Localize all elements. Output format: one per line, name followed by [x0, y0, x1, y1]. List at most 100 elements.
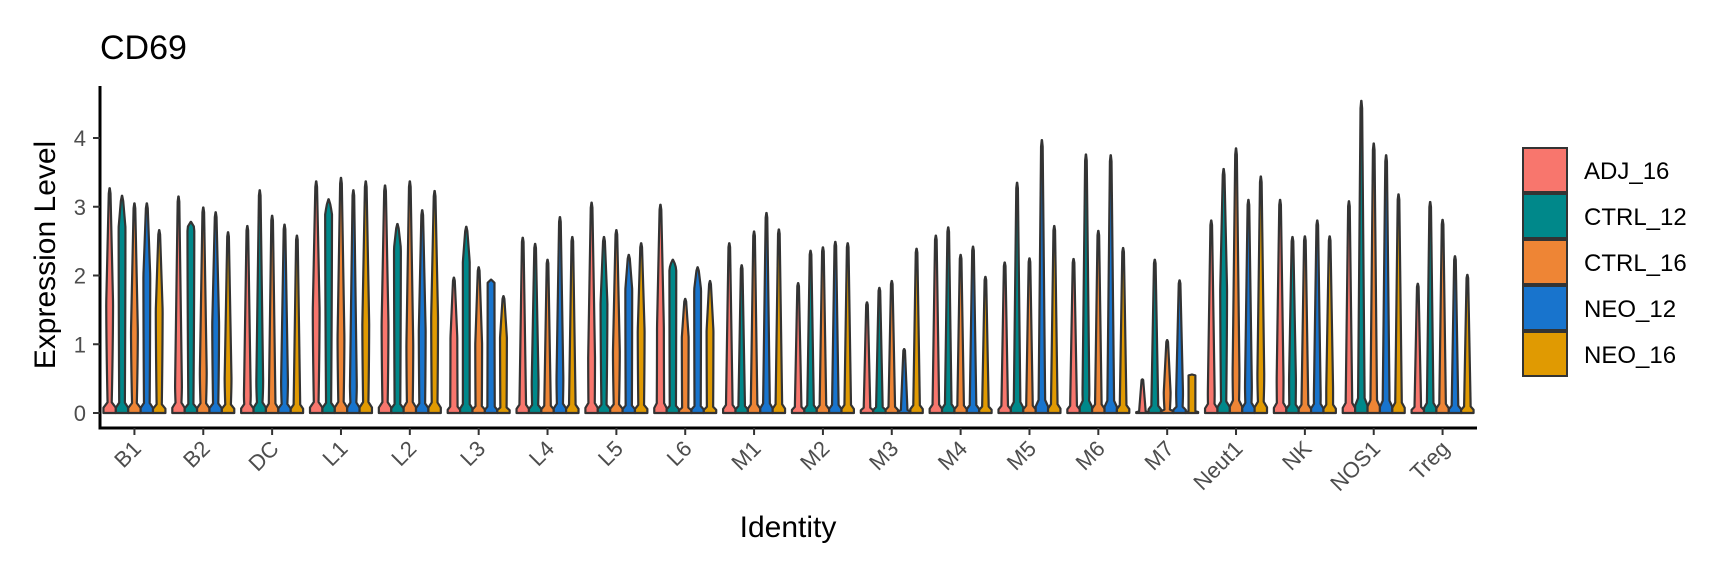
- violin-M5-CTRL_16: [1022, 257, 1037, 415]
- violin-M3-NEO_12: [896, 347, 912, 415]
- violin-NOS1-CTRL_16: [1366, 142, 1382, 415]
- violin-M4-CTRL_16: [953, 253, 968, 415]
- violin-L3-NEO_16: [496, 295, 511, 415]
- violin-L4-CTRL_16: [540, 258, 555, 415]
- violin-M5-ADJ_16: [997, 261, 1012, 415]
- violin-Treg-CTRL_16: [1435, 218, 1450, 415]
- x-tick-label: M1: [726, 436, 765, 475]
- x-tick-label: L4: [524, 436, 559, 471]
- x-tick-label: B2: [178, 436, 215, 473]
- legend-key-CTRL_16: [1522, 239, 1568, 285]
- violin-M1-NEO_12: [759, 211, 774, 415]
- violin-M4-ADJ_16: [928, 234, 944, 415]
- violin-M5-CTRL_12: [1009, 181, 1025, 415]
- violin-B1-NEO_12: [139, 202, 155, 415]
- violin-L2-CTRL_12: [390, 222, 405, 415]
- chart-title: CD69: [100, 29, 187, 67]
- violin-M4-NEO_16: [978, 275, 993, 415]
- legend-key-ADJ_16: [1522, 147, 1568, 193]
- x-tick-label: M5: [1002, 436, 1041, 475]
- y-tick-label: 3: [74, 195, 86, 220]
- violin-NK-NEO_12: [1309, 219, 1325, 415]
- violin-DC-ADJ_16: [240, 224, 255, 415]
- violin-DC-CTRL_12: [252, 189, 268, 415]
- x-tick-label: DC: [243, 436, 283, 476]
- violin-DC-CTRL_16: [264, 214, 280, 415]
- violin-M2-CTRL_16: [815, 246, 831, 415]
- violin-L1-NEO_16: [358, 180, 374, 415]
- violin-L1-CTRL_12: [321, 198, 336, 415]
- violins-layer: [102, 99, 1475, 415]
- violin-M7-NEO_12: [1172, 279, 1187, 415]
- x-tick-label: L2: [386, 436, 421, 471]
- violin-L2-CTRL_16: [402, 180, 418, 415]
- legend-key-CTRL_12: [1522, 193, 1568, 239]
- violin-L2-NEO_16: [427, 189, 442, 415]
- y-tick-label: 2: [74, 264, 86, 289]
- violin-Treg-ADJ_16: [1410, 282, 1426, 415]
- legend: ADJ_16 CTRL_12 CTRL_16 NEO_12 NEO_16: [1522, 147, 1687, 377]
- violin-L4-CTRL_12: [527, 242, 543, 415]
- violin-L3-CTRL_16: [471, 266, 486, 415]
- x-tick-label: L3: [455, 436, 490, 471]
- violin-M1-NEO_16: [771, 228, 787, 415]
- violin-L4-ADJ_16: [515, 236, 531, 415]
- violin-L3-CTRL_12: [458, 225, 474, 415]
- violin-M5-NEO_12: [1034, 138, 1050, 415]
- x-tick-label: NK: [1277, 436, 1317, 476]
- violin-NK-ADJ_16: [1272, 198, 1288, 415]
- violin-L1-ADJ_16: [308, 180, 324, 415]
- violin-M4-NEO_12: [965, 245, 981, 415]
- violin-Neut1-CTRL_16: [1228, 147, 1244, 415]
- violin-NOS1-CTRL_12: [1354, 99, 1369, 415]
- violin-Treg-NEO_12: [1447, 255, 1463, 415]
- violin-L1-CTRL_16: [333, 176, 349, 415]
- x-tick-label: M7: [1139, 436, 1178, 475]
- axes-layer: [98, 86, 1477, 430]
- violin-B2-ADJ_16: [171, 195, 186, 415]
- violin-M5-NEO_16: [1046, 224, 1062, 415]
- x-axis-title: Identity: [740, 511, 837, 544]
- violin-DC-NEO_16: [289, 234, 305, 415]
- legend-label: CTRL_12: [1584, 204, 1687, 231]
- violin-L6-CTRL_16: [677, 297, 693, 415]
- violin-M2-NEO_16: [840, 242, 856, 415]
- violin-NOS1-NEO_12: [1378, 154, 1394, 415]
- violin-M7-CTRL_12: [1147, 258, 1163, 415]
- violin-M2-CTRL_12: [803, 249, 818, 415]
- legend-label: NEO_16: [1584, 342, 1676, 369]
- x-tick-label: Neut1: [1188, 436, 1247, 495]
- violin-B1-CTRL_16: [127, 202, 142, 415]
- violin-M6-NEO_12: [1103, 154, 1119, 415]
- violin-M2-NEO_12: [828, 240, 843, 415]
- violin-M7-NEO_16: [1184, 373, 1200, 415]
- y-tick-label: 4: [74, 126, 86, 151]
- violin-M6-CTRL_16: [1091, 229, 1106, 415]
- violin-L6-ADJ_16: [653, 203, 668, 415]
- violin-L6-NEO_12: [690, 266, 705, 415]
- y-ticks-layer: 0 1 2 3 4: [74, 126, 100, 426]
- y-tick-label: 1: [74, 332, 86, 357]
- violin-Neut1-NEO_16: [1253, 175, 1269, 415]
- x-tick-label: L5: [593, 436, 628, 471]
- legend-key-NEO_16: [1522, 331, 1568, 377]
- violin-M6-CTRL_12: [1078, 153, 1094, 415]
- x-tick-label: M6: [1071, 436, 1110, 475]
- violin-M6-ADJ_16: [1066, 257, 1081, 415]
- x-tick-label: B1: [109, 436, 146, 473]
- violin-M6-NEO_16: [1115, 246, 1131, 415]
- violin-M2-ADJ_16: [790, 281, 806, 415]
- x-tick-label: L1: [318, 436, 353, 471]
- violin-L4-NEO_12: [552, 215, 568, 415]
- violin-L2-ADJ_16: [377, 184, 393, 415]
- violin-DC-NEO_12: [277, 223, 292, 415]
- legend-label: ADJ_16: [1584, 158, 1669, 185]
- x-tick-label: M3: [864, 436, 903, 475]
- violin-NOS1-ADJ_16: [1341, 200, 1357, 415]
- violin-Neut1-CTRL_12: [1216, 167, 1231, 415]
- violin-Treg-NEO_16: [1460, 273, 1475, 415]
- x-tick-label: NOS1: [1325, 436, 1385, 496]
- violin-M3-ADJ_16: [859, 301, 875, 415]
